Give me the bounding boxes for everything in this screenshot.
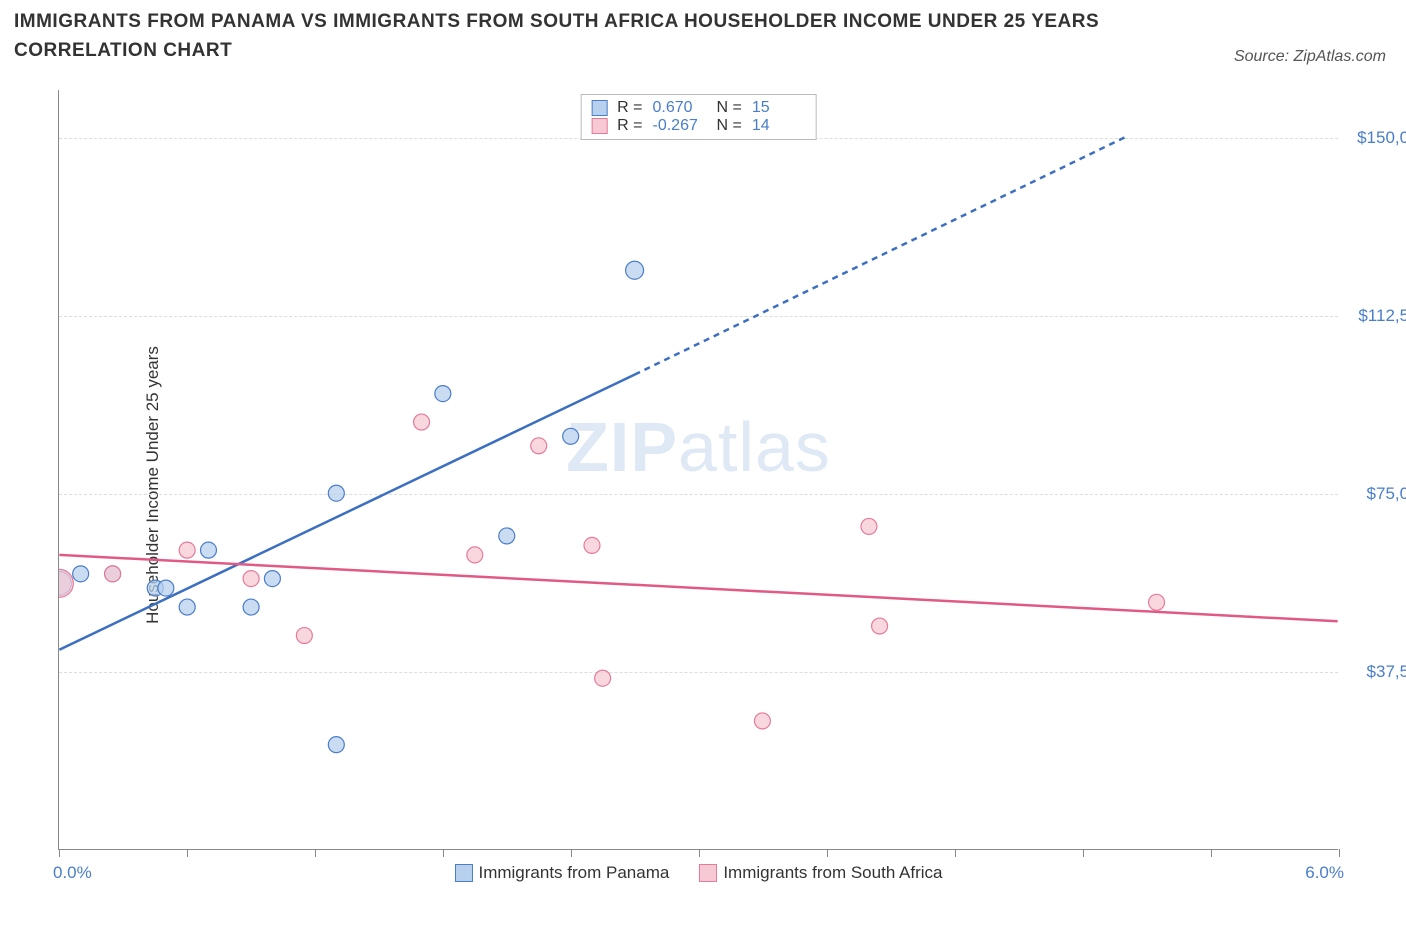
data-point (59, 569, 73, 597)
swatch-southafrica-icon (591, 118, 607, 134)
data-point (584, 537, 600, 553)
data-point (328, 485, 344, 501)
bottom-legend: Immigrants from Panama Immigrants from S… (454, 863, 942, 883)
x-tick (315, 849, 316, 857)
x-tick (59, 849, 60, 857)
plot-area: ZIPatlas $37,500$75,000$112,500$150,000 … (58, 90, 1338, 850)
data-point (1149, 594, 1165, 610)
data-point (595, 670, 611, 686)
data-point (200, 542, 216, 558)
data-point (328, 737, 344, 753)
x-tick (699, 849, 700, 857)
data-point (296, 628, 312, 644)
data-point (414, 414, 430, 430)
data-point (73, 566, 89, 582)
stats-row-panama: R = 0.670 N = 15 (591, 99, 806, 117)
x-tick (1083, 849, 1084, 857)
data-point (264, 571, 280, 587)
y-tick-label: $112,500 (1348, 306, 1406, 326)
stats-row-southafrica: R = -0.267 N = 14 (591, 117, 806, 135)
x-tick (955, 849, 956, 857)
data-point (179, 599, 195, 615)
data-point (872, 618, 888, 634)
x-tick (827, 849, 828, 857)
source-attribution: Source: ZipAtlas.com (1234, 48, 1386, 66)
data-point (563, 428, 579, 444)
stats-legend-box: R = 0.670 N = 15 R = -0.267 N = 14 (580, 94, 817, 140)
swatch-panama-icon (454, 864, 472, 882)
data-point (158, 580, 174, 596)
data-point (467, 547, 483, 563)
data-point (105, 566, 121, 582)
y-tick-label: $37,500 (1348, 662, 1406, 682)
data-point (499, 528, 515, 544)
data-point (435, 386, 451, 402)
legend-item-southafrica: Immigrants from South Africa (699, 863, 942, 883)
data-point (861, 518, 877, 534)
data-point (531, 438, 547, 454)
chart-container: Householder Income Under 25 years ZIPatl… (0, 90, 1406, 880)
y-tick-label: $150,000 (1348, 128, 1406, 148)
x-tick (187, 849, 188, 857)
data-point (754, 713, 770, 729)
swatch-panama-icon (591, 100, 607, 116)
data-point (243, 571, 259, 587)
y-tick-label: $75,000 (1348, 484, 1406, 504)
x-axis-min-label: 0.0% (53, 863, 92, 883)
data-point (179, 542, 195, 558)
x-tick (571, 849, 572, 857)
x-tick (1211, 849, 1212, 857)
chart-title: IMMIGRANTS FROM PANAMA VS IMMIGRANTS FRO… (14, 8, 1114, 65)
swatch-southafrica-icon (699, 864, 717, 882)
x-axis-max-label: 6.0% (1305, 863, 1344, 883)
data-point (626, 261, 644, 279)
x-tick (1339, 849, 1340, 857)
legend-item-panama: Immigrants from Panama (454, 863, 669, 883)
scatter-plot-svg (59, 90, 1338, 849)
data-point (243, 599, 259, 615)
x-tick (443, 849, 444, 857)
